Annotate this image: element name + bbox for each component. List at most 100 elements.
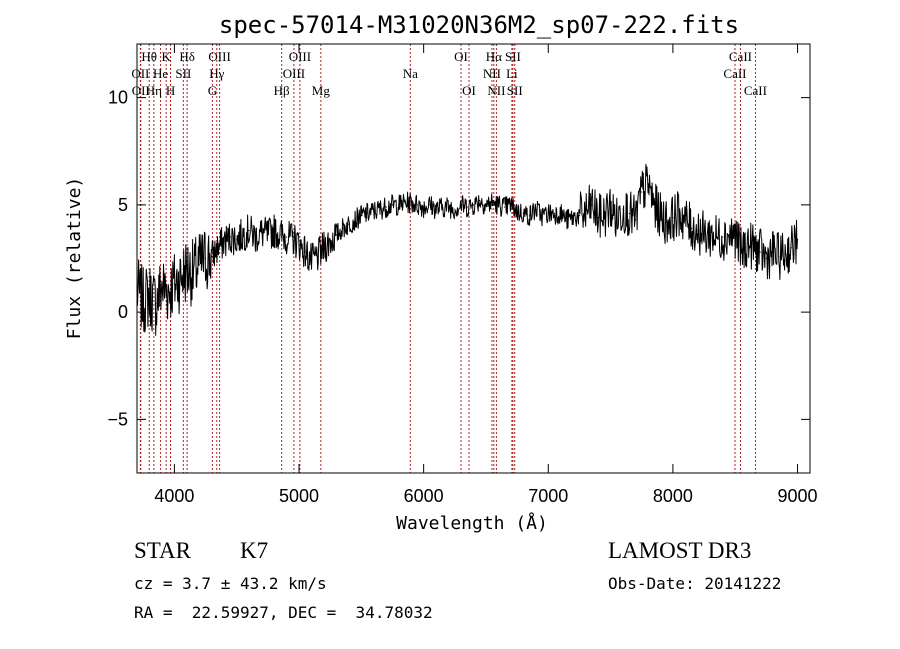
spectrum-point [366, 212, 369, 215]
spectrum-point [485, 204, 487, 206]
spectrum-point [703, 234, 705, 236]
spectrum-point [310, 260, 313, 262]
chart-title: spec-57014-M31020N36M2_sp07-222.fits [219, 11, 739, 39]
spectrum-point [211, 255, 213, 257]
redshift-cz: cz = 3.7 ± 43.2 km/s [134, 574, 327, 593]
y-tick-label: 0 [118, 302, 128, 322]
spectrum-point [155, 302, 157, 305]
spectral-line-label: CaII [723, 66, 746, 81]
spectrum-point [348, 223, 350, 225]
spectrum-point [180, 277, 182, 279]
spectrum-point [335, 234, 338, 236]
spectrum-point [248, 230, 250, 232]
spectrum-point [728, 234, 730, 236]
spectrum-point [603, 215, 605, 217]
y-axis-label: Flux (relative) [64, 177, 85, 340]
spectrum-point [391, 204, 394, 206]
spectrum-point [142, 300, 144, 302]
spectrum-point [734, 234, 736, 236]
spectrum-point [578, 215, 581, 217]
sky-coordinates: RA = 22.59927, DEC = 34.78032 [134, 603, 433, 622]
spectrum-point [597, 217, 599, 219]
object-subclass: K7 [240, 538, 269, 563]
x-tick-label: 7000 [528, 486, 568, 506]
spectral-line-label: OIII [289, 49, 311, 64]
spectrum-point [510, 204, 512, 206]
spectrum-point [528, 215, 531, 217]
spectral-line-label: NII [487, 83, 505, 98]
spectrum-point [161, 285, 163, 287]
spectrum-point [535, 208, 537, 210]
spectrum-point [653, 204, 655, 206]
spectral-line-label: Mg [312, 83, 331, 98]
spectrum-point [784, 253, 786, 255]
spectrum-point [647, 182, 649, 185]
spectrum-point [285, 236, 288, 238]
spectrum-point [323, 247, 325, 249]
spectrum-point [242, 234, 244, 236]
observation-date: Obs-Date: 20141222 [608, 574, 782, 593]
spectrum-point [236, 238, 238, 240]
spectrum-point [684, 219, 686, 221]
spectrum-point [317, 255, 319, 257]
spectrum-point [778, 255, 780, 257]
spectrum-point [641, 191, 643, 193]
spectrum-point [622, 208, 624, 210]
spectrum-point [522, 212, 524, 215]
spectrum-point [634, 219, 637, 221]
spectral-line-label: Hδ [179, 49, 195, 64]
spectrum-point [342, 227, 344, 230]
spectral-line-label: Hη [146, 83, 162, 98]
spectrum-point [373, 210, 375, 212]
spectrum-point [672, 217, 674, 219]
spectrum-point [267, 234, 269, 236]
spectral-line-label: CaII [729, 49, 752, 64]
spectrum-point [354, 219, 356, 221]
spectrum-point [491, 202, 493, 204]
x-tick-label: 9000 [778, 486, 818, 506]
spectrum-point [229, 236, 232, 238]
spectrum-point [796, 238, 799, 240]
spectrum-point [167, 290, 169, 292]
spectrum-point [479, 199, 481, 202]
spectral-line-label: G [208, 83, 217, 98]
spectrum-point [435, 208, 437, 210]
spectrum-point [678, 212, 680, 215]
spectrum-point [254, 236, 256, 238]
spectrum-point [385, 206, 387, 208]
spectrum-point [790, 247, 792, 249]
spectrum-point [547, 212, 549, 215]
spectrum-point [454, 208, 456, 210]
spectrum-point [560, 212, 562, 215]
spectrum-point [404, 202, 406, 204]
spectrum-point [466, 206, 468, 208]
spectrum-point [753, 247, 755, 249]
x-tick-label: 5000 [279, 486, 319, 506]
spectrum-point [261, 232, 263, 234]
spectrum-point [360, 215, 362, 217]
plot-frame [136, 43, 811, 474]
spectral-line-label: OII [132, 83, 150, 98]
x-tick-label: 6000 [404, 486, 444, 506]
y-tick-label: 5 [118, 195, 128, 215]
object-class: STAR [134, 538, 191, 563]
spectral-line-label: NII [483, 66, 501, 81]
spectral-line-label: Li [506, 66, 518, 81]
x-axis-label: Wavelength (Å) [396, 512, 548, 534]
spectrum-point [410, 202, 412, 204]
spectrum-point [460, 204, 462, 206]
spectral-line-label: Hα [486, 49, 502, 64]
spectrum-point [709, 234, 711, 236]
spectral-line-markers [139, 44, 756, 473]
spectrum-point [516, 210, 518, 212]
spectrum-point [666, 221, 668, 223]
spectrum-point [722, 236, 724, 238]
spectrum-point [423, 206, 425, 208]
spectral-line-label: SII [175, 66, 191, 81]
spectrum-point [553, 212, 556, 215]
spectral-line-label: OIII [208, 49, 230, 64]
spectrum-point [616, 219, 618, 221]
spectral-line-label: K [161, 49, 171, 64]
spectral-line-label: OII [131, 66, 149, 81]
spectrum-point [186, 268, 188, 270]
